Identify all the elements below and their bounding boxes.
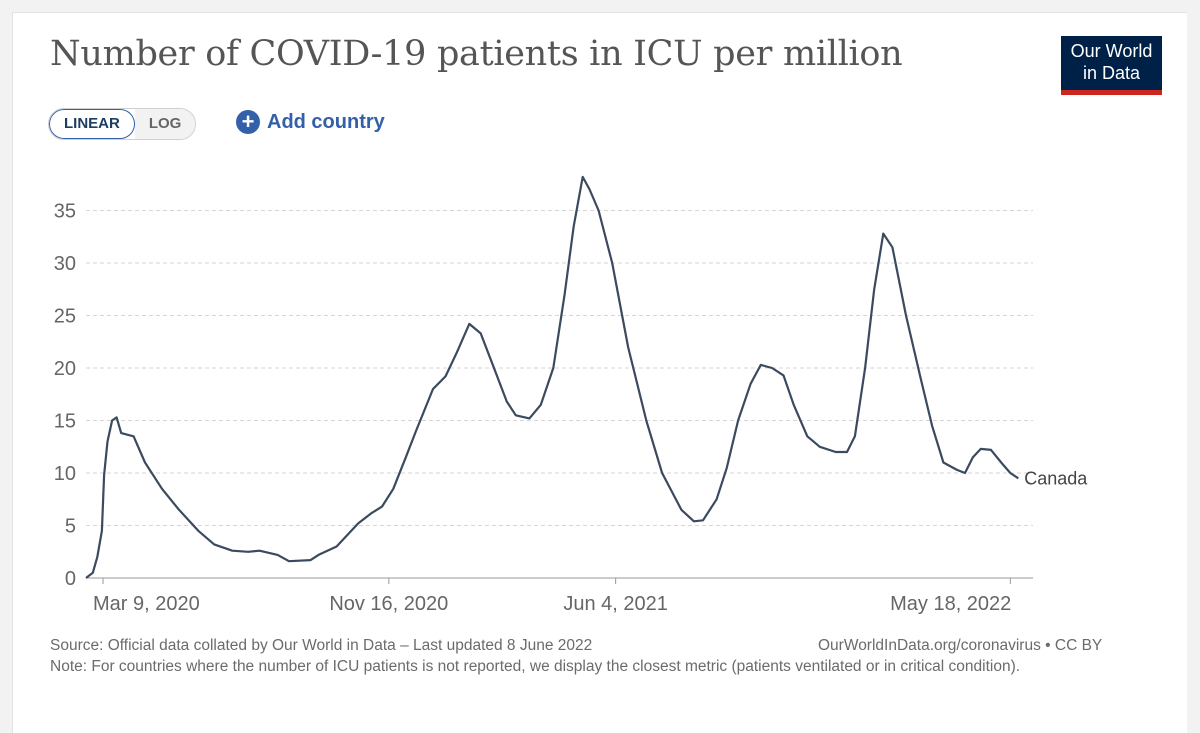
series-label: Canada [1024, 468, 1088, 488]
y-tick-label: 15 [54, 411, 76, 433]
y-tick-label: 5 [65, 516, 76, 538]
source-text: Source: Official data collated by Our Wo… [50, 637, 593, 654]
chart-title: Number of COVID-19 patients in ICU per m… [50, 34, 903, 74]
plus-circle-icon: + [236, 110, 260, 134]
logo-line-1: Our World [1070, 41, 1153, 61]
x-tick-label: Nov 16, 2020 [329, 593, 448, 615]
log-scale-button[interactable]: LOG [134, 109, 196, 139]
linear-scale-button[interactable]: LINEAR [49, 109, 135, 139]
x-tick-label: May 18, 2022 [890, 593, 1011, 615]
series-line-canada [85, 175, 1019, 579]
y-tick-label: 20 [54, 358, 76, 380]
y-tick-label: 25 [54, 306, 76, 328]
note-text: Note: For countries where the number of … [50, 658, 1021, 675]
chart-card [12, 12, 1187, 733]
y-tick-label: 10 [54, 463, 76, 485]
y-tick-label: 35 [54, 201, 76, 223]
owid-logo[interactable]: Our World in Data [1061, 36, 1162, 95]
line-chart: 0 5 10 15 20 25 30 35 Mar 9, 2020 Nov 16, 2020 Jun… [54, 175, 1088, 615]
logo-line-2: in Data [1082, 63, 1141, 83]
add-country-label: Add country [267, 110, 385, 133]
add-country-button[interactable]: + Add country [236, 110, 385, 134]
y-tick-label: 0 [65, 568, 76, 590]
x-tick-label: Mar 9, 2020 [93, 593, 200, 615]
y-tick-label: 30 [54, 253, 76, 275]
x-tick-label: Jun 4, 2021 [563, 593, 668, 615]
scale-toggle: LINEAR LOG [48, 108, 197, 140]
owid-coronavirus-link[interactable]: OurWorldInData.org/coronavirus • CC BY [818, 637, 1103, 654]
